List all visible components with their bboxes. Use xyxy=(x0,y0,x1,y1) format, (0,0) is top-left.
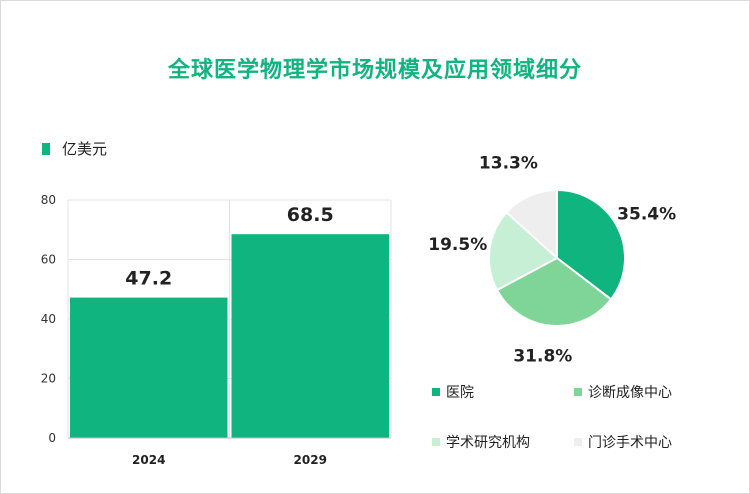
pie-value-label: 13.3% xyxy=(479,154,538,174)
bar-2029 xyxy=(231,234,389,438)
y-tick-label: 40 xyxy=(41,312,56,326)
pie-legend-item: 学术研究机构 xyxy=(432,432,530,452)
y-tick-label: 20 xyxy=(41,372,56,386)
pie-legend-item: 门诊手术中心 xyxy=(574,432,672,452)
pie-legend-swatch xyxy=(432,438,440,446)
pie-legend-label: 门诊手术中心 xyxy=(588,435,672,451)
pie-slice-2 xyxy=(488,210,559,292)
pie-legend-swatch xyxy=(574,388,582,396)
chart-title: 全球医学物理学市场规模及应用领域细分 xyxy=(167,58,582,83)
pie-legend-swatch xyxy=(432,388,440,396)
pie-value-label: 35.4% xyxy=(617,205,676,225)
y-tick-label: 0 xyxy=(48,431,56,445)
pie-legend-swatch xyxy=(574,438,582,446)
y-tick-label: 80 xyxy=(41,193,56,207)
unit-legend-label: 亿美元 xyxy=(62,140,108,158)
pie-value-label: 31.8% xyxy=(513,347,572,367)
bar-value-label: 47.2 xyxy=(125,268,172,290)
pie-legend-item: 医院 xyxy=(432,382,474,402)
x-tick-label: 2024 xyxy=(132,453,165,467)
y-tick-label: 60 xyxy=(41,253,56,267)
x-tick-label: 2029 xyxy=(294,453,327,467)
pie-legend-label: 诊断成像中心 xyxy=(588,385,672,401)
pie-legend-label: 医院 xyxy=(446,385,474,401)
bar-value-label: 68.5 xyxy=(287,204,334,226)
unit-legend-swatch xyxy=(42,142,50,155)
pie-slice-0 xyxy=(556,188,626,301)
bar-2024 xyxy=(70,297,228,438)
pie-legend-item: 诊断成像中心 xyxy=(574,382,672,402)
unit-legend: 亿美元 xyxy=(42,138,107,159)
pie-value-label: 19.5% xyxy=(428,235,487,255)
pie-slice-3 xyxy=(505,188,558,261)
pie-legend-label: 学术研究机构 xyxy=(446,435,530,451)
pie-legend: 医院 诊断成像中心学术研究机构 门诊手术中心 xyxy=(432,380,732,460)
